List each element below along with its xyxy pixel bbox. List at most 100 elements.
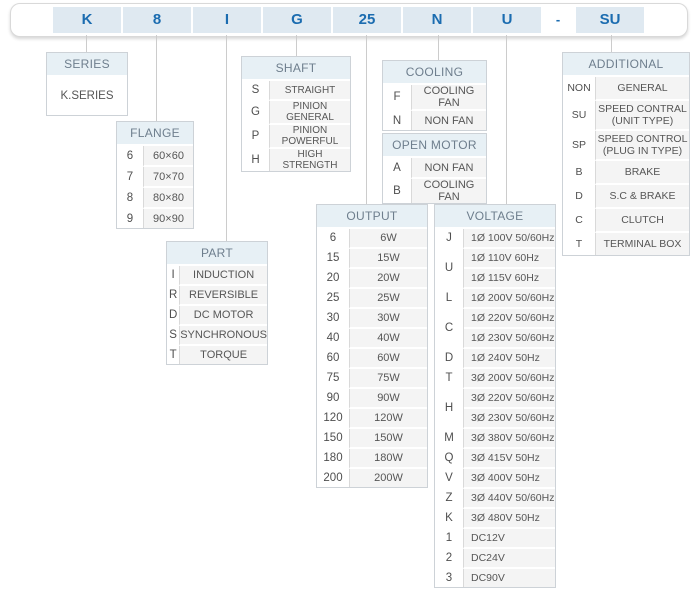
value-cell: 120W [350, 409, 427, 429]
code-cell: B [563, 161, 596, 186]
value-cell: 3Ø 480V 50Hz [464, 509, 555, 529]
value-cell: 150W [350, 429, 427, 449]
output-title: OUTPUT [317, 205, 427, 229]
code-cell: I [167, 266, 181, 286]
voltage-title: VOLTAGE [435, 205, 555, 229]
table-row: 3Ø 230V 50/60Hz [435, 409, 555, 429]
connector-line-part [226, 35, 227, 241]
code-cell: 3 [435, 569, 464, 587]
value-cell: SPEED CONTRAL (UNIT TYPE) [596, 101, 689, 132]
code-cell: 8 [117, 188, 144, 209]
code-cell: T [563, 233, 596, 256]
flange-title: FLANGE [117, 122, 193, 146]
value-cell: NON FAN [412, 158, 486, 179]
table-row: S SYNCHRONOUS [167, 326, 267, 346]
table-row: B COOLING FAN [383, 179, 486, 203]
table-row: 60 60W [317, 349, 427, 369]
code-cell: 150 [317, 429, 350, 449]
value-cell: COOLING FAN [412, 85, 486, 111]
value-cell: NON FAN [412, 111, 486, 130]
value-cell: PINION GENERAL [270, 101, 350, 125]
connector-line-voltage [506, 35, 507, 204]
value-cell: 40W [350, 329, 427, 349]
table-row: J 1Ø 100V 50/60Hz [435, 229, 555, 249]
table-row: R REVERSIBLE [167, 286, 267, 306]
value-cell: 3Ø 415V 50Hz [464, 449, 555, 469]
code-cell: F [383, 85, 412, 111]
table-row: 9 90×90 [117, 209, 193, 228]
value-cell: 20W [350, 269, 427, 289]
table-row: 8 80×80 [117, 188, 193, 209]
table-row: 2 DC24V [435, 549, 555, 569]
code-cell: 2 [435, 549, 464, 569]
value-cell: DC12V [464, 529, 555, 549]
code-cell: B [383, 179, 412, 203]
table-row: C 1Ø 220V 50/60Hz [435, 309, 555, 349]
value-cell: 200W [350, 469, 427, 487]
table-row: L 1Ø 200V 50/60Hz [435, 289, 555, 309]
table-row: T 3Ø 200V 50/60Hz [435, 369, 555, 389]
code-cell: Z [435, 489, 464, 509]
value-cell: 1Ø 230V 50/60Hz [464, 329, 555, 349]
cooling-title: COOLING [383, 61, 486, 85]
code-segment-shaft: G [263, 7, 331, 33]
voltage-table: VOLTAGE J 1Ø 100V 50/60Hz U 1Ø 110V 60Hz 1… [434, 204, 556, 588]
code-cell: 75 [317, 369, 350, 389]
table-row: M 3Ø 380V 50/60Hz [435, 429, 555, 449]
cooling-table: COOLING F COOLING FAN N NON FAN [382, 60, 487, 131]
value-cell: REVERSIBLE [180, 286, 267, 306]
part-title: PART [167, 242, 267, 266]
table-row: Q 3Ø 415V 50Hz [435, 449, 555, 469]
code-cell: 6 [317, 229, 350, 249]
code-cell: NON [563, 77, 596, 101]
value-cell: 1Ø 240V 50Hz [464, 349, 555, 369]
table-row: D DC MOTOR [167, 306, 267, 326]
table-row: B BRAKE [563, 161, 689, 186]
table-row: 15 15W [317, 249, 427, 269]
series-value: K.SERIES [47, 77, 127, 115]
value-cell: DC90V [464, 569, 555, 587]
value-cell: 3Ø 230V 50/60Hz [464, 409, 555, 429]
shaft-title: SHAFT [242, 57, 350, 81]
value-cell: 15W [350, 249, 427, 269]
table-row: 75 75W [317, 369, 427, 389]
value-cell: 180W [350, 449, 427, 469]
code-cell: M [435, 429, 464, 449]
value-cell: SPEED CONTROL (PLUG IN TYPE) [596, 131, 689, 162]
code-cell: L [435, 289, 464, 309]
code-cell: V [435, 469, 464, 489]
code-cell: 200 [317, 469, 350, 487]
table-row: N NON FAN [383, 111, 486, 130]
code-segment-output: 25 [333, 7, 401, 33]
value-cell: 30W [350, 309, 427, 329]
table-row: 3 DC90V [435, 569, 555, 587]
code-cell: D [563, 185, 596, 210]
code-cell: P [242, 125, 270, 149]
table-row: 30 30W [317, 309, 427, 329]
code-cell: G [242, 101, 270, 125]
table-row: 1 DC12V [435, 529, 555, 549]
value-cell: 3Ø 400V 50Hz [464, 469, 555, 489]
code-cell: N [383, 111, 412, 130]
table-row: 1Ø 230V 50/60Hz [435, 329, 555, 349]
code-cell: T [167, 346, 181, 364]
table-row: 1Ø 115V 60Hz [435, 269, 555, 289]
output-table: OUTPUT 6 6W 15 15W 20 20W 25 25W 30 30W 40 40W… [316, 204, 428, 488]
table-row: 25 25W [317, 289, 427, 309]
value-cell: 3Ø 440V 50/60Hz [464, 489, 555, 509]
value-cell: 70×70 [144, 167, 193, 188]
value-cell: 90×90 [144, 209, 193, 228]
value-cell: PINION POWERFUL [270, 125, 350, 149]
table-row: NON GENERAL [563, 77, 689, 101]
value-cell: DC24V [464, 549, 555, 569]
code-cell: 9 [117, 209, 144, 228]
code-cell: D [435, 349, 464, 369]
table-row: T TORQUE [167, 346, 267, 364]
value-cell: SYNCHRONOUS [180, 326, 267, 346]
value-cell: 3Ø 220V 50/60Hz [464, 389, 555, 409]
table-row: 40 40W [317, 329, 427, 349]
table-row: H HIGH STRENGTH [242, 149, 350, 171]
connector-line-series [86, 35, 87, 52]
code-cell: Q [435, 449, 464, 469]
